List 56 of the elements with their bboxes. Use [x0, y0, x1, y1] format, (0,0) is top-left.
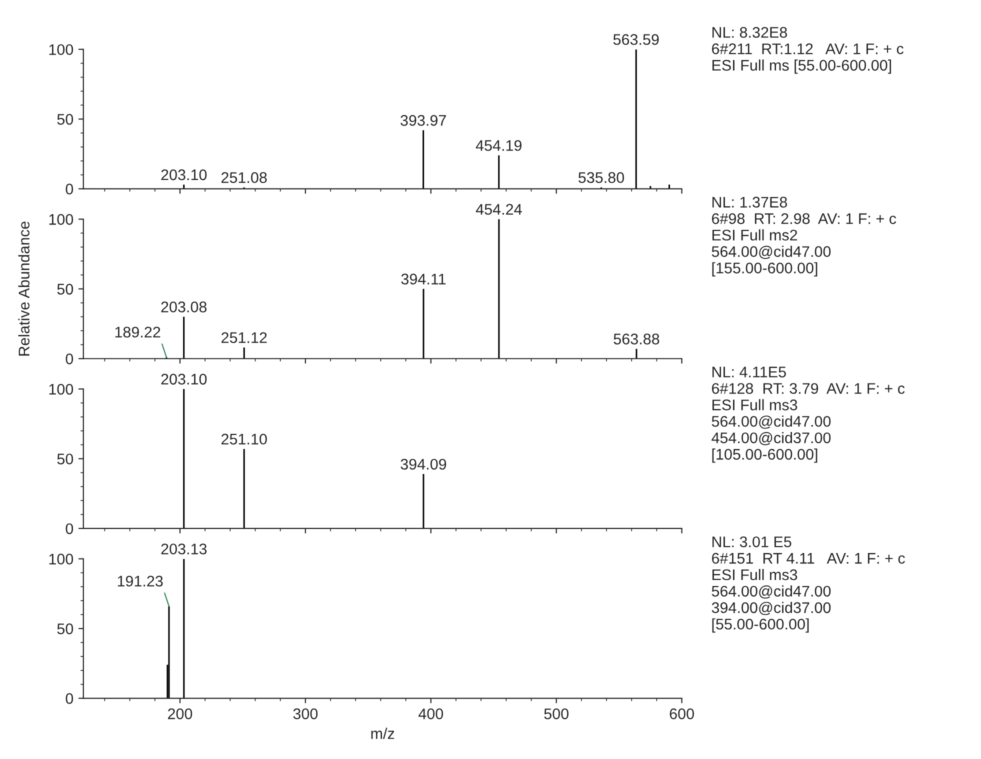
y-tick-label: 100: [49, 214, 74, 225]
x-tick-label: 300: [293, 708, 318, 720]
annotation: 563.59: [613, 34, 659, 45]
text: 454.00@cid37.00: [712, 432, 831, 446]
y-tick-label: 100: [49, 554, 74, 564]
annotation: 251.10: [221, 434, 267, 445]
text: 6#128 RT: 3.79 AV: 1 F: + c: [712, 383, 905, 394]
y-tick-label: 50: [57, 454, 74, 464]
text: NL: 4.11E5: [712, 366, 786, 378]
y-tick-label: 100: [49, 384, 74, 395]
y-tick-label: 50: [57, 284, 74, 295]
text: 564.00@cid47.00: [712, 246, 831, 259]
text: ESI Full ms3: [712, 399, 798, 410]
annotation: 203.13: [161, 544, 207, 554]
text: 564.00@cid47.00: [712, 416, 831, 429]
x-tick-label: 400: [418, 708, 444, 720]
text: NL: 3.01 E5: [712, 536, 792, 548]
y-tick-label: 50: [57, 623, 74, 634]
annotation: 394.11: [401, 274, 446, 284]
text: [55.00-600.00]: [712, 618, 809, 633]
annotation: 454.19: [476, 140, 522, 151]
y-tick-label: 50: [57, 114, 74, 125]
y-axis-title: Relative Abundance: [18, 222, 30, 356]
text: NL: 8.32E8: [712, 26, 787, 38]
x-tick-label: 200: [168, 708, 192, 720]
x-tick-label: 500: [544, 708, 568, 720]
annotation: 203.08: [161, 302, 207, 312]
annotation: 563.88: [614, 334, 660, 344]
y-tick-label: 0: [66, 523, 74, 534]
text: 564.00@cid47.00: [712, 585, 831, 599]
annotation: 189.22: [115, 326, 160, 338]
text: ESI Full ms3: [712, 568, 798, 580]
annotation: 251.12: [222, 332, 267, 344]
text: [155.00-600.00]: [712, 262, 818, 276]
y-tick-label: 100: [49, 44, 74, 56]
text: 6#98 RT: 2.98 AV: 1 F: + c: [712, 213, 896, 224]
y-tick-label: 0: [66, 693, 74, 704]
annotation: 393.97: [400, 115, 446, 126]
y-tick-label: 0: [66, 184, 74, 194]
text: [105.00-600.00]: [712, 448, 818, 463]
text: ESI Full ms [55.00-600.00]: [712, 59, 892, 74]
text: ESI Full ms2: [712, 229, 798, 241]
text: 394.00@cid37.00: [712, 602, 831, 616]
x-tick-label: 600: [670, 708, 694, 720]
y-tick-label: 0: [66, 353, 74, 364]
x-axis-title: m/z: [371, 728, 394, 740]
annotation: 454.24: [476, 204, 522, 215]
text: 6#211 RT:1.12 AV: 1 F: + c: [712, 43, 904, 54]
annotation: 203.10: [161, 169, 207, 180]
annotation: 535.80: [578, 172, 624, 183]
annotation: 191.23: [118, 576, 163, 587]
annotation: 203.10: [161, 374, 207, 385]
text: 6#151 RT 4.11 AV: 1 F: + c: [712, 552, 905, 564]
annotation: 394.09: [400, 458, 446, 470]
annotation: 251.08: [221, 172, 267, 183]
text: NL: 1.37E8: [712, 196, 787, 208]
